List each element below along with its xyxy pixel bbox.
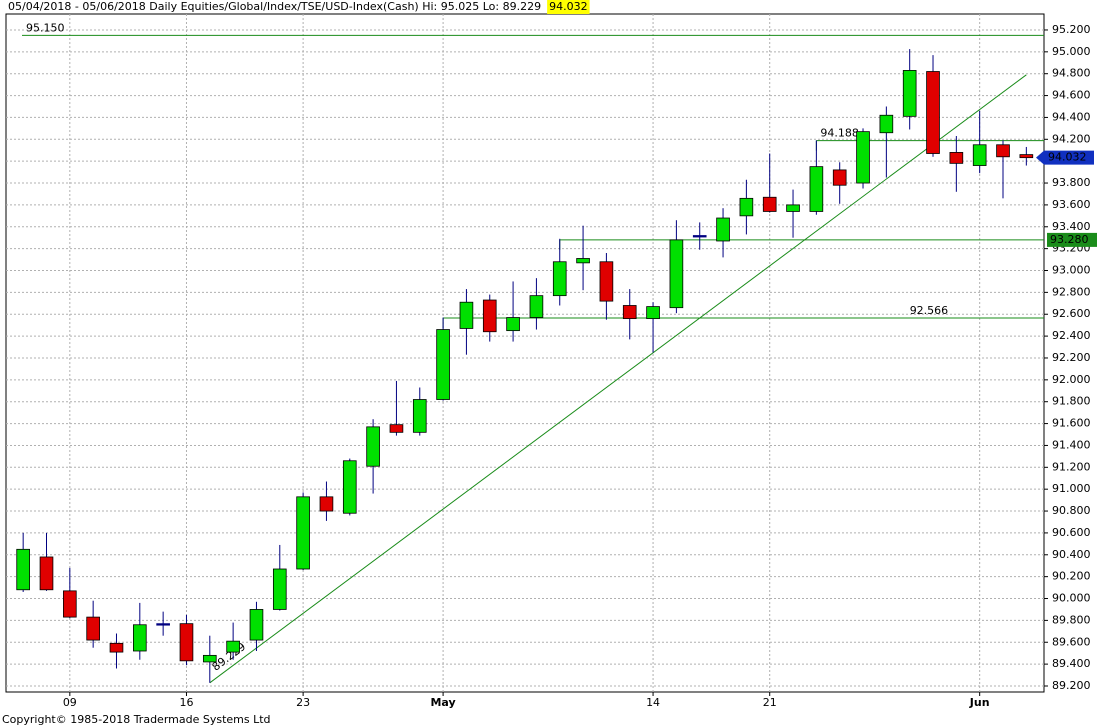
- candle-body: [1019, 154, 1034, 159]
- x-tick-label: Jun: [969, 696, 990, 709]
- y-tick-label: 90.200: [1052, 570, 1091, 583]
- candle-body: [739, 197, 754, 217]
- level-label: 93.280: [1050, 233, 1089, 246]
- y-tick-label: 90.000: [1052, 592, 1091, 605]
- y-tick-label: 93.400: [1052, 220, 1091, 233]
- candle-body: [156, 623, 170, 626]
- footer: Copyright© 1985-2018 Tradermade Systems …: [2, 713, 271, 726]
- candle-body: [296, 496, 310, 570]
- candle-body: [109, 642, 124, 653]
- y-tick-label: 92.600: [1052, 307, 1091, 320]
- candle-body: [926, 71, 940, 154]
- candle-body: [366, 426, 380, 467]
- candle-body: [599, 261, 614, 302]
- candle-body: [622, 305, 637, 320]
- y-tick-label: 89.600: [1052, 635, 1091, 648]
- candle-body: [716, 217, 730, 242]
- candle-body: [272, 568, 287, 610]
- y-tick-label: 91.800: [1052, 395, 1091, 408]
- y-tick-label: 92.000: [1052, 373, 1091, 386]
- y-tick-label: 89.800: [1052, 613, 1091, 626]
- candle-body: [412, 399, 427, 433]
- y-tick-label: 92.800: [1052, 285, 1091, 298]
- last-price-axis-label: 94.032: [1048, 151, 1087, 164]
- candle-body: [226, 640, 240, 653]
- candle-body: [949, 152, 964, 164]
- candle-body: [809, 166, 824, 212]
- candle-body: [669, 239, 684, 309]
- candle-body: [529, 295, 544, 318]
- candle-body: [856, 131, 870, 184]
- candle-body: [786, 204, 800, 212]
- y-tick-label: 89.400: [1052, 657, 1091, 670]
- y-tick-label: 91.200: [1052, 460, 1091, 473]
- x-tick-label: May: [430, 696, 455, 709]
- candle-body: [762, 196, 777, 212]
- trendline: [209, 74, 1027, 684]
- candle-body: [63, 590, 77, 618]
- last-price-marker: [1036, 150, 1094, 165]
- y-tick-label: 89.200: [1052, 679, 1091, 692]
- candle-body: [249, 609, 264, 641]
- y-tick-label: 94.400: [1052, 110, 1091, 123]
- last-price-highlight: [547, 0, 590, 14]
- candle-body: [389, 424, 404, 433]
- level-label: 92.566: [910, 304, 949, 317]
- candle-body: [879, 114, 894, 134]
- y-tick-label: 94.800: [1052, 67, 1091, 80]
- y-tick-label: 90.400: [1052, 548, 1091, 561]
- candle-body: [692, 235, 707, 238]
- y-tick-label: 95.200: [1052, 23, 1091, 36]
- y-tick-label: 90.600: [1052, 526, 1091, 539]
- y-tick-label: 91.600: [1052, 417, 1091, 430]
- y-tick-label: 93.800: [1052, 176, 1091, 189]
- y-tick-label: 93.600: [1052, 198, 1091, 211]
- candle-body: [506, 317, 520, 332]
- candle-body: [482, 299, 497, 333]
- candle-body: [972, 144, 987, 166]
- candle-body: [342, 460, 357, 514]
- candle-body: [86, 616, 100, 641]
- candle-body: [319, 496, 334, 512]
- x-tick-label: 14: [646, 696, 660, 709]
- level-label: 94.188: [820, 127, 859, 140]
- candle-body: [832, 169, 847, 186]
- candle-body: [459, 301, 474, 329]
- candle-body: [202, 654, 217, 663]
- candle-body: [39, 556, 54, 591]
- candle-body: [576, 258, 590, 264]
- level-axis-box: [1047, 232, 1097, 247]
- y-tick-label: 92.400: [1052, 329, 1091, 342]
- x-tick-label: 09: [63, 696, 77, 709]
- y-tick-label: 94.200: [1052, 132, 1091, 145]
- plot-frame: [5, 13, 1045, 693]
- x-tick-label: 23: [296, 696, 310, 709]
- x-tick-label: 21: [763, 696, 777, 709]
- x-tick-label: 16: [179, 696, 193, 709]
- y-tick-label: 91.400: [1052, 438, 1091, 451]
- level-label: 95.150: [26, 21, 65, 34]
- last-price-label: 94.032: [549, 0, 588, 13]
- y-tick-label: 93.000: [1052, 264, 1091, 277]
- candle-body: [552, 261, 567, 297]
- candle-body: [996, 144, 1010, 158]
- candle-body: [646, 306, 660, 320]
- chart-title: 05/04/2018 - 05/06/2018 Daily Equities/G…: [8, 0, 541, 13]
- candle-body: [179, 623, 194, 662]
- y-tick-label: 90.800: [1052, 504, 1091, 517]
- candle-body: [436, 329, 450, 400]
- y-tick-label: 91.000: [1052, 482, 1091, 495]
- y-tick-label: 92.200: [1052, 351, 1091, 364]
- candle-body: [132, 624, 147, 652]
- y-tick-label: 95.000: [1052, 45, 1091, 58]
- candle-body: [16, 548, 30, 591]
- y-tick-label: 94.600: [1052, 89, 1091, 102]
- candle-body: [902, 70, 917, 117]
